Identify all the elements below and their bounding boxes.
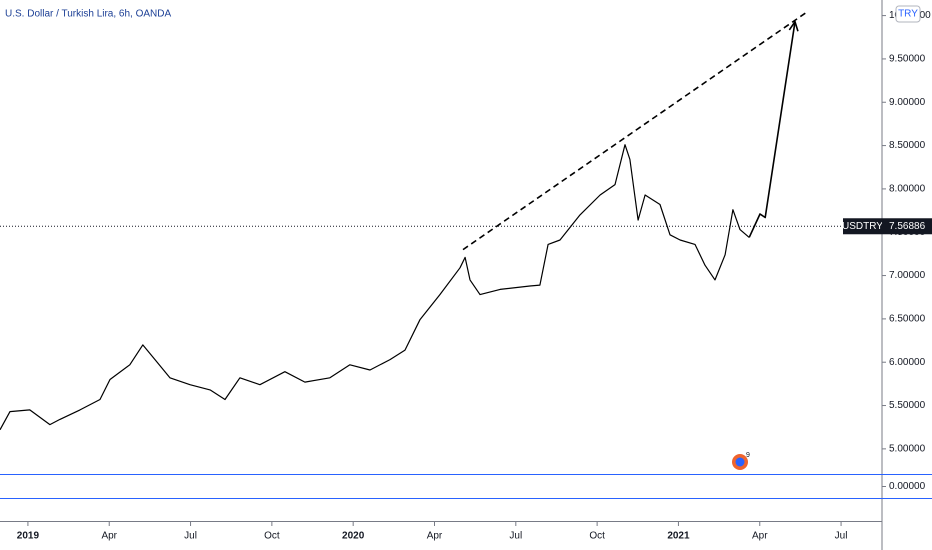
- currency-label: TRY: [898, 9, 918, 20]
- y-tick-label: 0.00000: [889, 481, 926, 492]
- x-tick-label: Apr: [427, 531, 443, 542]
- projection-arrow: [748, 21, 796, 238]
- x-tick-label: Oct: [264, 531, 280, 542]
- x-tick-label: 2020: [342, 531, 365, 542]
- y-tick-label: 8.00000: [889, 184, 926, 195]
- y-tick-label: 6.00000: [889, 357, 926, 368]
- symbol-label: USDTRY: [842, 221, 883, 232]
- svg-text:9: 9: [746, 452, 750, 459]
- x-tick-label: 2019: [17, 531, 40, 542]
- price-label: 7.56886: [889, 221, 926, 232]
- x-tick-label: Jul: [184, 531, 197, 542]
- symbol-tag: [843, 218, 882, 235]
- y-tick-label: 5.00000: [889, 444, 926, 455]
- x-tick-label: Jul: [509, 531, 522, 542]
- x-tick-label: Jul: [835, 531, 848, 542]
- chart-title: U.S. Dollar / Turkish Lira, 6h, OANDA: [5, 9, 171, 20]
- x-tick-label: Apr: [101, 531, 117, 542]
- x-tick-label: Apr: [752, 531, 768, 542]
- price-tag: [882, 218, 932, 235]
- y-tick-label: 9.50000: [889, 54, 926, 65]
- y-tick-label: 6.50000: [889, 314, 926, 325]
- currency-badge[interactable]: [895, 5, 921, 23]
- y-tick-label: 8.50000: [889, 140, 926, 151]
- logo: 9: [732, 452, 750, 470]
- x-tick-label: 2021: [667, 531, 690, 542]
- y-tick-label: 9.00000: [889, 97, 926, 108]
- arrow-head: [788, 19, 799, 32]
- x-tick-label: Oct: [589, 531, 605, 542]
- y-tick-label: 7.00000: [889, 270, 926, 281]
- price-line: [0, 144, 750, 431]
- y-tick-label: 5.50000: [889, 400, 926, 411]
